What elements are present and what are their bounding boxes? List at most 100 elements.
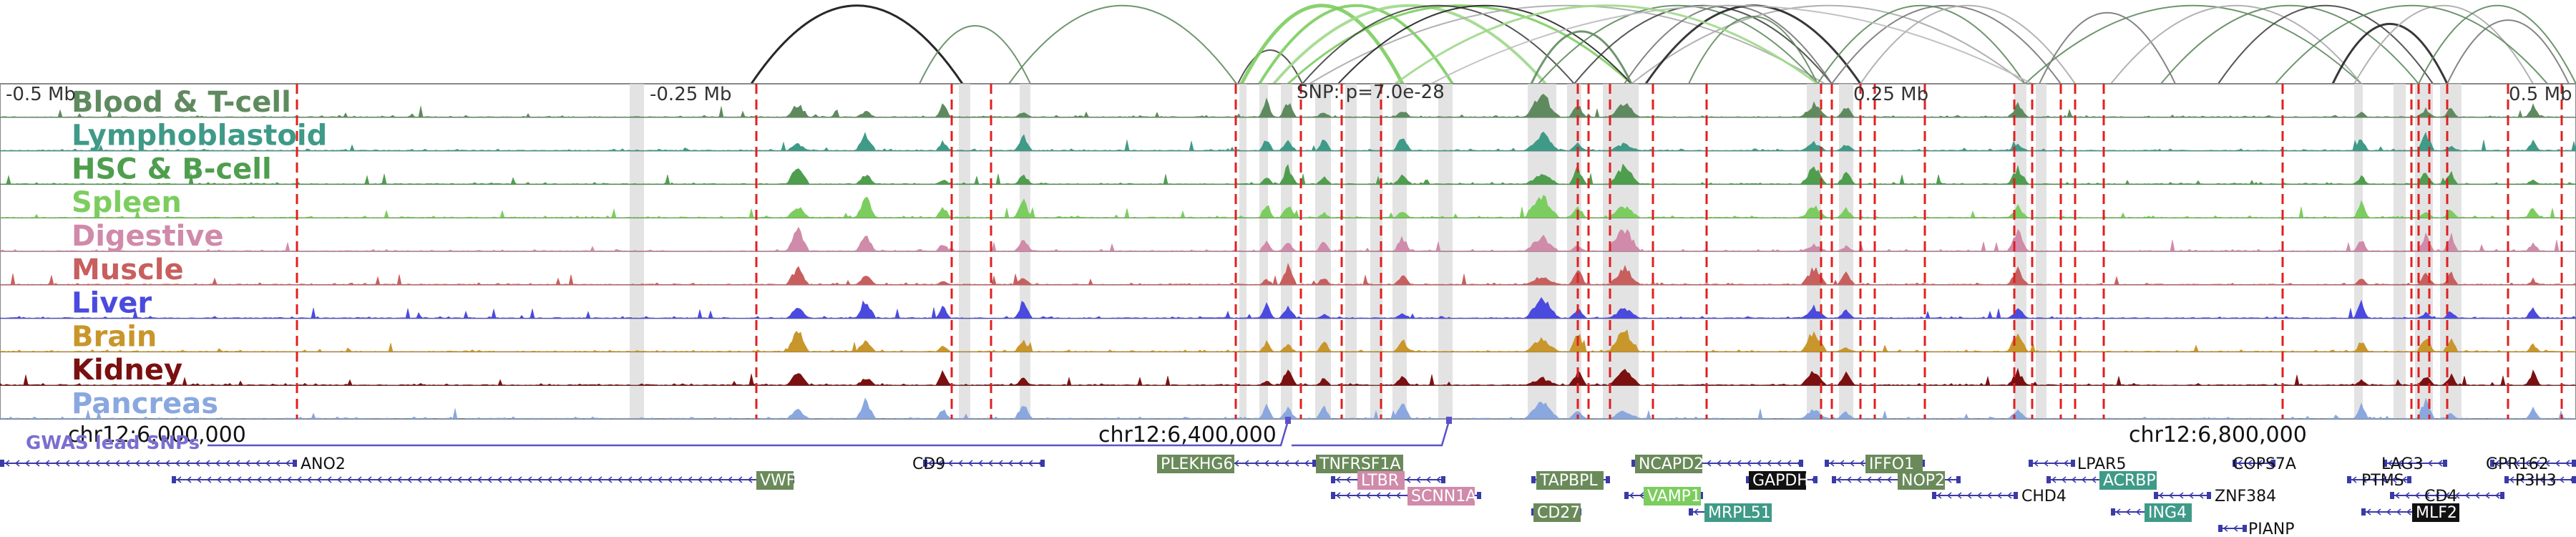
gene-scnn1a[interactable]: SCNN1A — [1331, 487, 1481, 505]
gene-label-box — [1357, 471, 1405, 490]
exon-block — [2490, 460, 2494, 467]
chromosome-tick-label: chr12:6,400,000 — [1098, 422, 1277, 448]
gene-label-box — [1704, 503, 1772, 522]
gene-ncapd2[interactable]: NCAPD2 — [1631, 455, 1803, 473]
strand-arrow — [737, 476, 743, 483]
loop-arc — [919, 25, 1031, 84]
loop-arc — [1430, 4, 2033, 84]
gene-nop2[interactable]: NOP2 — [1832, 471, 1961, 490]
gene-label-box — [2412, 503, 2459, 522]
strand-arrow — [24, 460, 30, 467]
signal-track-5 — [0, 263, 2576, 286]
strand-arrow — [2504, 460, 2510, 467]
gene-lag3[interactable]: LAG3 — [2381, 455, 2447, 473]
strand-arrow — [1866, 476, 1872, 483]
gene-plekhg6[interactable]: PLEKHG6 — [1157, 455, 1317, 473]
gene-tapbpl[interactable]: TAPBPL — [1531, 471, 1610, 490]
gwas-label: GWAS lead SNPs — [26, 432, 200, 454]
gene-cd9[interactable]: CD9 — [912, 455, 1045, 473]
strand-arrow — [1395, 492, 1401, 499]
exon-block — [2390, 492, 2394, 499]
strand-arrow — [1294, 460, 1299, 467]
strand-arrow — [2257, 460, 2263, 467]
gene-pianp[interactable]: PIANP — [2218, 521, 2295, 537]
gene-cops7a[interactable]: COPS7A — [2233, 455, 2296, 473]
loop-arc — [1337, 4, 1632, 84]
strand-arrow — [1028, 460, 1033, 467]
exon-block — [2014, 492, 2018, 499]
gene-gapdh[interactable]: GAPDH — [1746, 471, 1818, 490]
strand-arrow — [2051, 476, 2057, 483]
strand-arrow — [2464, 492, 2470, 499]
gene-znf384[interactable]: ZNF384 — [2154, 488, 2276, 505]
strand-arrow — [1639, 492, 1644, 499]
exon-block — [2029, 460, 2033, 467]
strand-arrow — [2559, 476, 2565, 483]
gene-vwf[interactable]: VWF — [172, 471, 795, 490]
loop-arc — [1817, 4, 2026, 84]
strand-arrow — [276, 476, 282, 483]
gene-gpr162[interactable]: GPR162 — [2486, 455, 2576, 473]
strand-arrow — [135, 460, 140, 467]
strand-arrow — [1008, 460, 1013, 467]
strand-arrow — [196, 476, 202, 483]
exon-block — [2407, 476, 2411, 483]
exon-block — [2243, 525, 2247, 532]
strand-arrow — [997, 460, 1003, 467]
gene-vamp1[interactable]: VAMP1 — [1624, 487, 1703, 505]
track-label: Muscle — [72, 253, 184, 286]
strand-arrow — [1839, 460, 1845, 467]
gene-ptms[interactable]: PTMS — [2347, 472, 2411, 490]
axis-tick-label: -0.25 Mb — [650, 84, 731, 105]
strand-arrow — [507, 476, 512, 483]
strand-arrow — [34, 460, 40, 467]
strand-arrow — [265, 460, 270, 467]
gene-label: GAPDH — [1752, 472, 1809, 490]
gene-cd4[interactable]: CD4 — [2390, 488, 2504, 505]
loop-arc — [2331, 22, 2449, 84]
strand-arrow — [225, 460, 230, 467]
loop-arc — [2024, 4, 2362, 84]
gene-lpar5[interactable]: LPAR5 — [2029, 455, 2126, 473]
exon-block — [1331, 492, 1335, 499]
strand-arrow — [1986, 492, 1992, 499]
strand-arrow — [1335, 476, 1341, 483]
strand-arrow — [1876, 476, 1882, 483]
exon-block — [1813, 476, 1818, 483]
exon-block — [2383, 460, 2387, 467]
gene-label: PIANP — [2248, 521, 2295, 537]
gene-acrbp[interactable]: ACRBP — [2046, 471, 2157, 490]
strand-arrow — [286, 476, 292, 483]
gene-mrpl51[interactable]: MRPL51 — [1689, 503, 1772, 522]
gwas-snp-marker[interactable] — [1285, 417, 1291, 424]
gene-cd27[interactable]: CD27 — [1531, 503, 1581, 522]
strand-arrow — [1946, 476, 1952, 483]
gene-label: COPS7A — [2233, 455, 2296, 473]
gene-mlf2[interactable]: MLF2 — [2361, 503, 2459, 522]
chromosome-tick-label: chr12:6,000,000 — [68, 422, 246, 448]
loop-arc — [1309, 4, 1825, 84]
gene-ltbr[interactable]: LTBR — [1331, 471, 1445, 490]
strand-arrow — [2519, 476, 2524, 483]
exon-block — [1040, 460, 1045, 467]
strand-arrow — [346, 476, 352, 483]
strand-arrow — [987, 460, 993, 467]
gene-tnfrsf1a[interactable]: TNFRSF1A — [1316, 455, 1403, 473]
gene-p3h3[interactable]: P3H3 — [2504, 472, 2576, 490]
exon-block — [1932, 492, 1936, 499]
gene-ano2[interactable]: ANO2 — [0, 455, 346, 473]
gene-iffo1[interactable]: IFFO1 — [1825, 455, 1925, 473]
gene-chd4[interactable]: CHD4 — [1932, 488, 2067, 505]
strand-arrow — [467, 476, 472, 483]
strand-arrow — [1776, 460, 1782, 467]
gene-ing4[interactable]: ING4 — [2111, 503, 2192, 522]
exon-block — [2347, 476, 2351, 483]
exon-block — [2572, 476, 2576, 483]
track-label: Pancreas — [72, 387, 218, 420]
gene-label-box — [1644, 487, 1701, 505]
gwas-snp-marker[interactable] — [1446, 417, 1452, 424]
loop-arc — [2275, 4, 2548, 84]
gene-label: NCAPD2 — [1639, 455, 1704, 473]
strand-arrow — [245, 460, 250, 467]
strand-arrow — [2539, 476, 2545, 483]
